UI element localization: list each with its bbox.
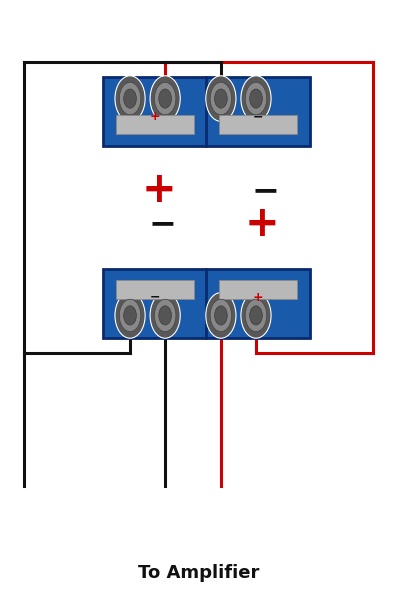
Circle shape [214,89,227,108]
Circle shape [115,293,145,338]
Circle shape [210,82,231,115]
Circle shape [124,89,137,108]
Text: −: − [149,207,177,240]
Text: +: + [141,169,176,211]
Circle shape [150,76,180,121]
Bar [116,115,194,134]
Bar [116,280,194,299]
Circle shape [119,82,141,115]
Circle shape [154,82,176,115]
Bar [219,280,297,299]
Circle shape [210,299,231,332]
Circle shape [159,89,172,108]
FancyBboxPatch shape [103,269,310,337]
Circle shape [214,306,227,325]
Text: −: − [252,174,280,207]
Text: +: + [245,203,279,245]
Circle shape [154,299,176,332]
Text: −: − [253,110,263,123]
Circle shape [245,82,267,115]
Circle shape [150,293,180,338]
Bar [219,115,297,134]
Circle shape [250,306,262,325]
Circle shape [159,306,172,325]
Text: +: + [253,291,263,304]
Circle shape [241,76,271,121]
Circle shape [206,293,236,338]
Circle shape [241,293,271,338]
Text: −: − [150,291,160,304]
Circle shape [124,306,137,325]
Text: To Amplifier: To Amplifier [138,564,259,582]
FancyBboxPatch shape [103,76,310,146]
Circle shape [119,299,141,332]
Circle shape [250,89,262,108]
Text: +: + [150,110,160,123]
Circle shape [115,76,145,121]
Circle shape [206,76,236,121]
Circle shape [245,299,267,332]
